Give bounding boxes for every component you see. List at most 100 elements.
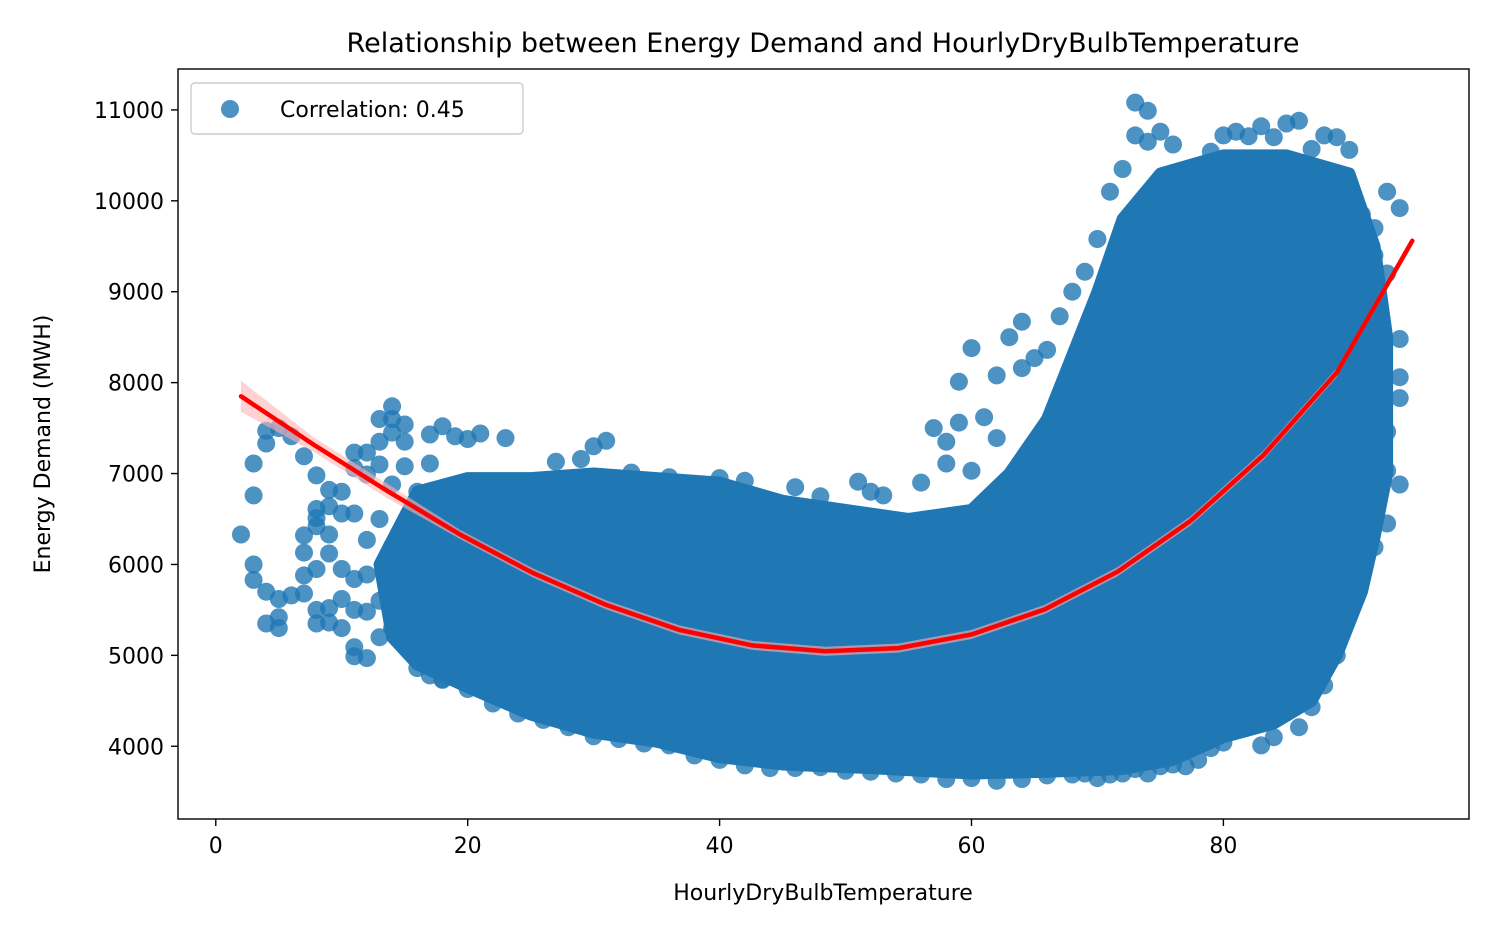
scatter-point: [987, 366, 1006, 385]
scatter-point: [1088, 510, 1107, 528]
scatter-point: [1315, 676, 1334, 695]
scatter-point: [395, 633, 414, 652]
scatter-point: [1390, 389, 1409, 408]
scatter-point: [811, 758, 830, 777]
scatter-point: [635, 734, 653, 753]
scatter-point: [395, 432, 414, 451]
scatter-point: [1378, 182, 1397, 201]
scatter-point: [1290, 111, 1308, 130]
scatter-point: [1164, 135, 1182, 154]
scatter-point: [1327, 646, 1346, 665]
scatter-point: [912, 765, 931, 784]
scatter-point: [962, 769, 981, 788]
scatter-point: [1264, 128, 1283, 147]
scatter-point: [710, 469, 729, 488]
scatter-point: [345, 504, 364, 523]
scatter-point: [1214, 373, 1233, 392]
scatter-point: [509, 704, 528, 723]
scatter-point: [1151, 122, 1170, 141]
scatter-point: [1012, 312, 1031, 331]
scatter-point: [1277, 282, 1296, 301]
scatter-point: [836, 761, 855, 780]
scatter-point: [1113, 160, 1132, 178]
scatter-point: [937, 770, 956, 788]
scatter-point: [962, 461, 981, 480]
scatter-point: [320, 599, 339, 618]
fit-line: [238, 238, 1415, 654]
scatter-point: [1025, 555, 1044, 574]
scatter-point: [584, 510, 603, 528]
scatter-point: [584, 727, 603, 746]
scatter-point: [244, 570, 263, 589]
scatter-point: [471, 424, 490, 443]
scatter-point: [408, 482, 427, 501]
y-axis-label: Energy Demand (MWH): [31, 315, 56, 574]
y-axis-ticks: 4000 5000 6000 7000 8000 9000 10000 11000: [94, 99, 178, 760]
scatter-point: [483, 694, 502, 713]
scatter-point: [949, 413, 968, 432]
scatter-point: [370, 455, 389, 474]
scatter-point: [332, 504, 351, 523]
chart-title: Relationship between Energy Demand and H…: [347, 28, 1300, 59]
scatter-point: [534, 710, 553, 729]
scatter-point: [1390, 199, 1409, 218]
y-tick-label: 9000: [108, 281, 164, 306]
y-tick-label: 5000: [108, 644, 164, 669]
scatter-point: [1227, 713, 1245, 732]
scatter-point: [433, 670, 452, 688]
scatter-point: [1201, 142, 1220, 161]
scatter-point: [1365, 538, 1384, 557]
scatter-point: [1390, 475, 1409, 494]
scatter-point: [1365, 219, 1384, 238]
scatter-point: [949, 372, 968, 391]
fit-line-layer: [238, 236, 1415, 656]
scatter-point: [1239, 127, 1258, 146]
scatter-point: [295, 584, 313, 603]
scatter-point: [345, 443, 364, 462]
scatter-point: [383, 397, 402, 416]
scatter-point: [395, 415, 414, 434]
legend-box: [190, 82, 524, 135]
scatter-point: [295, 447, 313, 466]
scatter-point: [861, 762, 880, 781]
scatter-point: [937, 432, 956, 451]
scatter-point: [1290, 718, 1308, 737]
legend-label: Correlation: 0.45: [280, 98, 465, 123]
legend-marker: [221, 100, 239, 118]
scatter-point: [269, 619, 288, 638]
scatter-point: [572, 450, 590, 468]
scatter-point: [924, 419, 943, 438]
scatter-point: [1201, 739, 1220, 758]
scatter-point: [1378, 514, 1397, 533]
scatter-point: [1138, 101, 1157, 120]
scatter-point: [1302, 140, 1321, 158]
scatter-point: [332, 482, 351, 501]
x-axis-ticks: 0 20 40 60 80: [209, 819, 1237, 859]
scatter-point: [458, 680, 477, 698]
scatter-point: [357, 602, 376, 621]
x-axis-label: HourlyDryBulbTemperature: [673, 881, 973, 906]
scatter-point: [811, 487, 830, 506]
scatter-point: [685, 746, 704, 765]
scatter-point: [295, 526, 313, 545]
scatter-point: [962, 339, 981, 358]
legend: Correlation: 0.45: [190, 82, 524, 135]
scatter-point: [332, 619, 351, 638]
scatter-point: [357, 443, 376, 462]
scatter-point: [370, 591, 389, 610]
scatter-point: [1075, 262, 1094, 281]
scatter-point: [1352, 205, 1371, 224]
x-tick-label: 20: [454, 834, 482, 859]
scatter-point: [357, 649, 376, 668]
scatter-point: [660, 468, 679, 487]
scatter-point: [295, 543, 313, 562]
scatter-point: [886, 764, 905, 783]
scatter-point: [1038, 340, 1057, 359]
scatter-point: [773, 664, 792, 683]
scatter-point: [899, 691, 918, 710]
scatter-point: [735, 471, 754, 490]
scatter-point: [1189, 173, 1208, 192]
scatter-point: [1088, 230, 1107, 248]
